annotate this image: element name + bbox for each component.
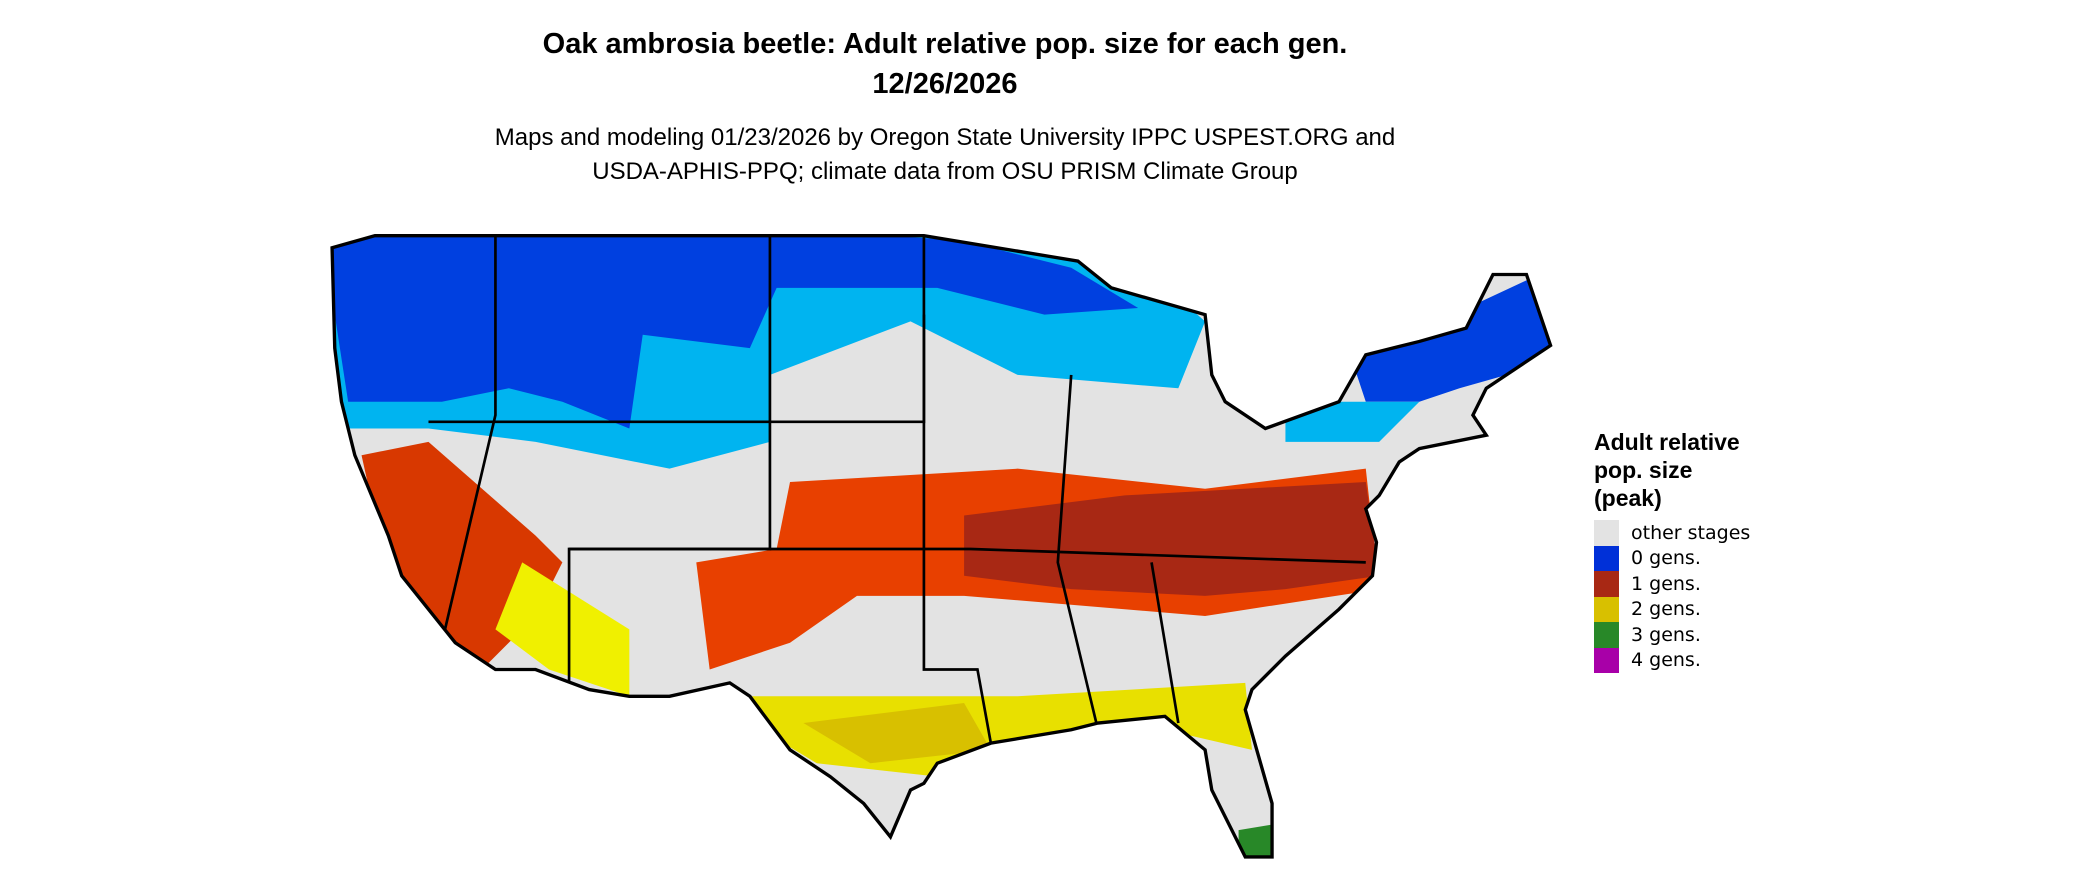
subtitle-line-1: Maps and modeling 01/23/2026 by Oregon S… [494, 124, 1396, 151]
legend-label: 0 gens. [1631, 547, 1701, 570]
three-gens-region-florida [1238, 823, 1279, 857]
legend-swatch [1594, 647, 1619, 673]
legend-swatch [1594, 520, 1619, 546]
legend-swatch [1594, 571, 1619, 597]
legend-item: other stages [1594, 520, 1750, 546]
subtitle-line-2: USDA-APHIS-PPQ; climate data from OSU PR… [592, 158, 1298, 185]
legend-title-line: pop. size [1594, 457, 1693, 483]
legend-item: 1 gens. [1594, 571, 1750, 597]
legend-title-line: Adult relative [1594, 429, 1740, 455]
legend-label: 1 gens. [1631, 572, 1701, 595]
state-border [1056, 374, 1100, 731]
legend: Adult relative pop. size (peak) other st… [1594, 428, 1750, 673]
two-gens-region-southwest [495, 562, 630, 697]
map-title: Oak ambrosia beetle: Adult relative pop.… [542, 28, 1348, 60]
legend-swatch [1594, 596, 1619, 622]
two-gens-region-texas [803, 702, 991, 764]
zero-gens-region-west [332, 235, 1139, 429]
legend-title: Adult relative pop. size (peak) [1594, 428, 1750, 512]
map-date: 12/26/2026 [872, 68, 1018, 100]
legend-item: 4 gens. [1594, 647, 1750, 673]
legend-title-line: (peak) [1594, 485, 1662, 511]
legend-item: 3 gens. [1594, 622, 1750, 648]
state-border [440, 235, 497, 644]
state-border [569, 547, 1366, 564]
state-border [1150, 562, 1180, 724]
legend-item: 0 gens. [1594, 545, 1750, 571]
legend-label: 3 gens. [1631, 623, 1701, 646]
legend-swatch [1594, 622, 1619, 648]
legend-label: 4 gens. [1631, 649, 1701, 672]
one-gen-region-dark [964, 482, 1380, 596]
legend-swatch [1594, 545, 1619, 571]
light-blue-region-northeast [1285, 401, 1420, 442]
legend-label: other stages [1631, 521, 1751, 544]
state-border [922, 235, 993, 744]
legend-item: 2 gens. [1594, 596, 1750, 622]
legend-label: 2 gens. [1631, 598, 1701, 621]
zero-gens-region-northeast [1352, 267, 1551, 402]
